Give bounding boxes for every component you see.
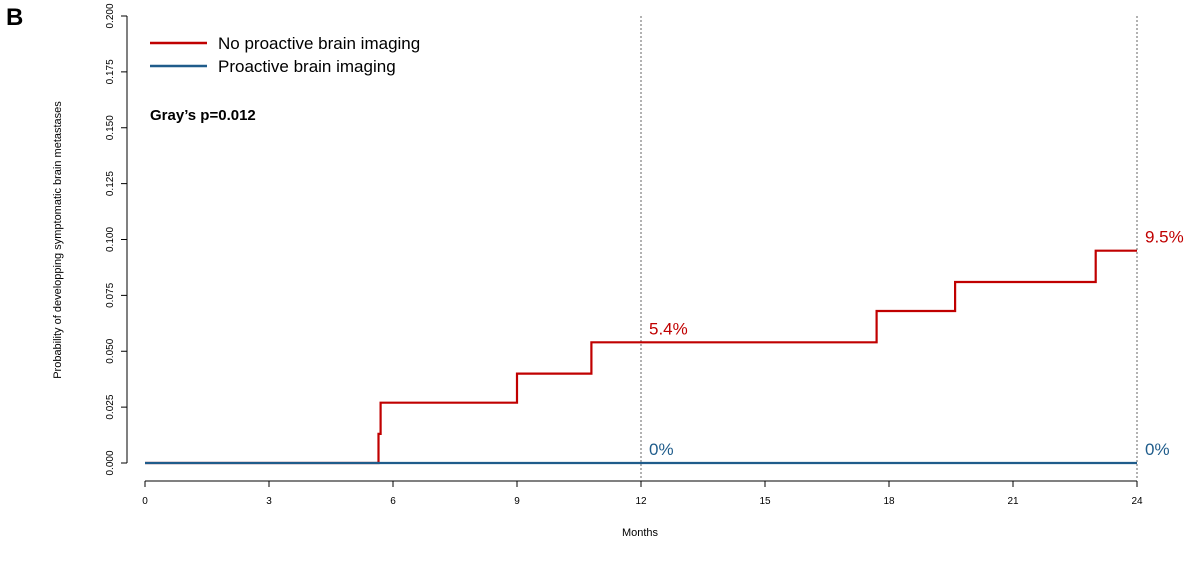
x-axis-title: Months [622,527,659,539]
y-tick-label: 0.000 [105,450,116,475]
y-tick-label: 0.050 [105,338,116,363]
y-tick-label: 0.150 [105,115,116,140]
x-tick-label: 15 [759,496,771,507]
data-label: 0% [1145,440,1170,459]
data-labels: 5.4% 9.5% 0% 0% [649,228,1184,459]
x-tick-label: 6 [390,496,396,507]
y-axis-title: Probability of developping symptomatic b… [52,101,64,379]
legend-label: No proactive brain imaging [218,34,420,53]
x-tick-label: 18 [883,496,895,507]
x-tick-label: 21 [1007,496,1019,507]
reference-lines [640,16,1138,479]
x-tick-label: 12 [635,496,647,507]
grays-test-annotation: Gray’s p=0.012 [150,107,256,124]
legend-label: Proactive brain imaging [218,57,396,76]
x-tick-label: 9 [514,496,520,507]
legend: No proactive brain imaging Proactive brai… [150,34,420,76]
data-label: 5.4% [649,319,688,338]
x-tick-label: 3 [266,496,272,507]
x-tick-label: 0 [142,496,148,507]
y-tick-label: 0.125 [105,171,116,196]
axes: 0 3 6 9 12 15 18 21 24 0.000 0.025 0.050 0.075 0.100 0… [105,3,1143,507]
series-lines [145,249,1137,465]
data-label: 9.5% [1145,228,1184,247]
y-tick-label: 0.175 [105,59,116,84]
y-tick-label: 0.100 [105,227,116,252]
y-tick-label: 0.025 [105,394,116,419]
x-tick-label: 24 [1131,496,1143,507]
data-label: 0% [649,440,674,459]
series-line-no-proactive [145,249,1137,465]
panel-label: B [6,4,24,31]
y-tick-label: 0.075 [105,282,116,307]
y-tick-label: 0.200 [105,3,116,28]
